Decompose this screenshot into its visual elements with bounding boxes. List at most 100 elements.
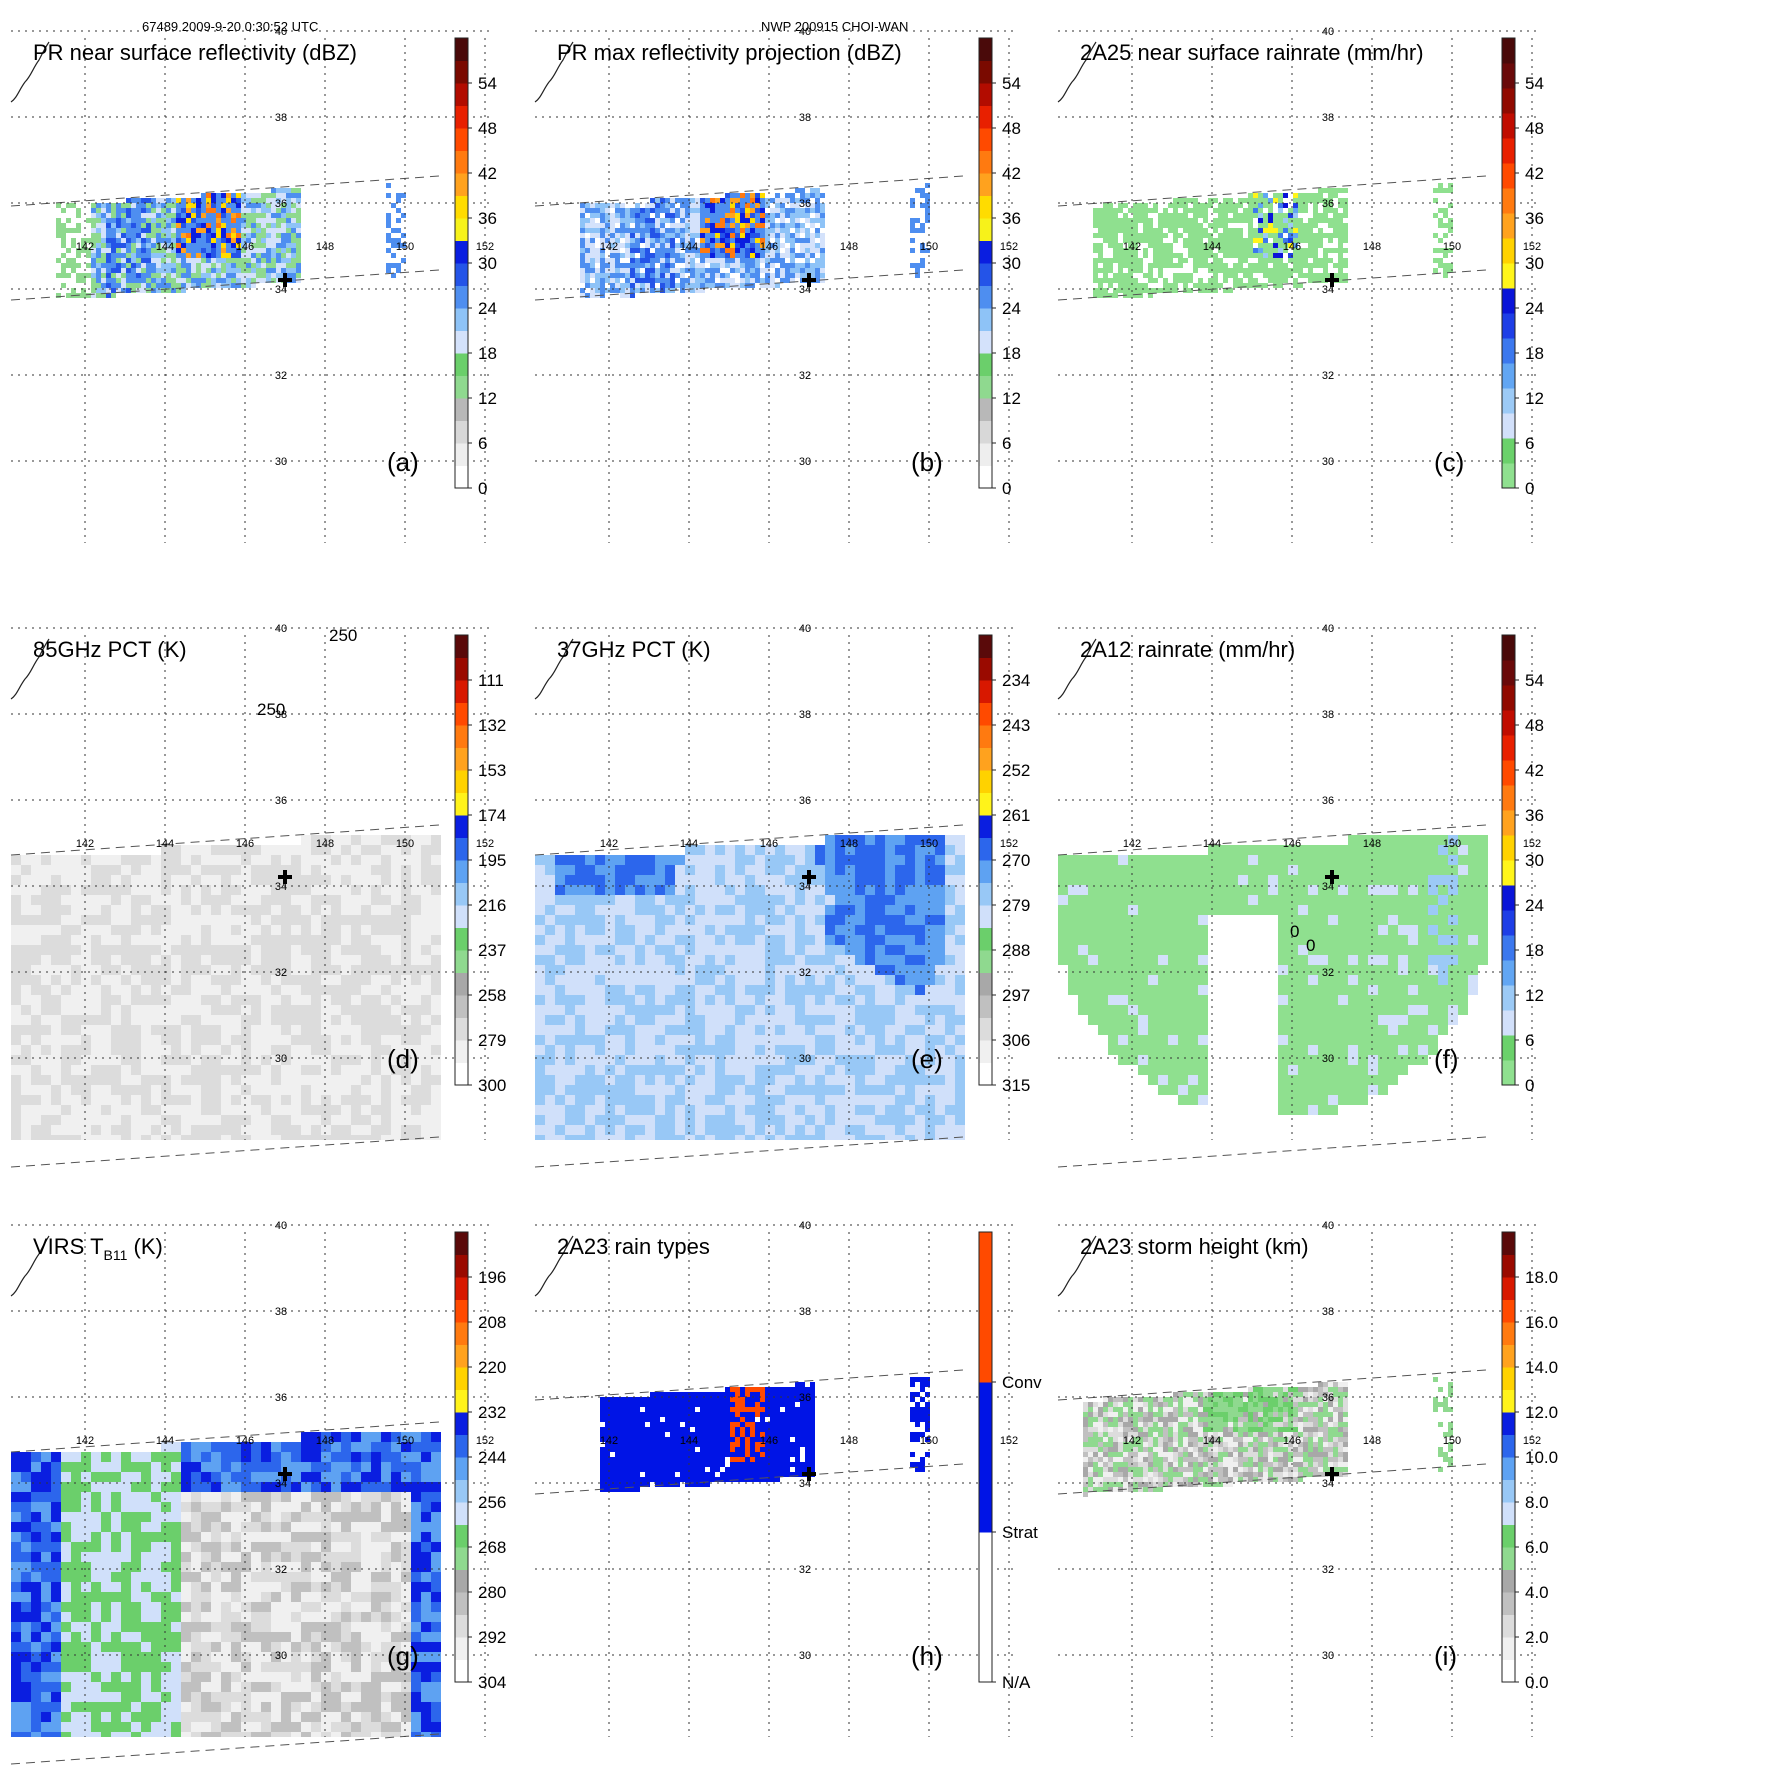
colorbar-swatch xyxy=(1502,1299,1515,1323)
colorbar-swatch xyxy=(1502,885,1515,911)
colorbar-swatch xyxy=(455,927,468,951)
colorbar-swatch xyxy=(455,1502,468,1525)
lat-tick-label: 38 xyxy=(1322,112,1334,124)
lon-tick-label: 144 xyxy=(156,838,174,850)
colorbar-swatch xyxy=(1502,935,1515,961)
colorbar-swatch xyxy=(979,882,992,906)
lon-tick-label: 150 xyxy=(1443,241,1461,253)
lon-tick-label: 146 xyxy=(236,838,254,850)
panel-f-colorbar: 0 6 12 18 24 30 36 42 48 54 xyxy=(1501,634,1544,1095)
colorbar-swatch xyxy=(455,105,468,129)
lon-tick-label: 152 xyxy=(1000,241,1018,253)
lon-tick-label: 152 xyxy=(1523,1435,1541,1447)
colorbar-swatch xyxy=(455,1322,468,1345)
colorbar-tick-label: 24 xyxy=(1525,299,1544,318)
colorbar-tick-label: 54 xyxy=(1525,74,1544,93)
colorbar-swatch xyxy=(455,815,468,838)
colorbar-swatch xyxy=(1502,1412,1515,1435)
colorbar-swatch xyxy=(1502,1502,1515,1525)
colorbar-swatch xyxy=(455,60,468,84)
colorbar-tick-label: 261 xyxy=(1002,806,1030,825)
colorbar-swatch xyxy=(979,1062,992,1086)
colorbar-swatch xyxy=(455,972,468,996)
lat-tick-label: 40 xyxy=(275,1220,287,1232)
lat-tick-label: 32 xyxy=(275,370,287,382)
panel-i-letter: (i) xyxy=(1434,1641,1457,1671)
colorbar-swatch xyxy=(979,330,992,354)
storm-center-marker xyxy=(1325,870,1339,884)
lat-tick-label: 38 xyxy=(799,112,811,124)
lat-tick-label: 30 xyxy=(275,456,287,468)
colorbar-tick-label: 252 xyxy=(1002,761,1030,780)
colorbar-tick-label: 54 xyxy=(1525,671,1544,690)
colorbar-swatch xyxy=(1502,1637,1515,1660)
lat-tick-label: 40 xyxy=(1322,1220,1334,1232)
colorbar-swatch xyxy=(455,770,468,793)
colorbar-tick-label: 42 xyxy=(1525,164,1544,183)
colorbar-swatch xyxy=(1502,188,1515,214)
lat-tick-label: 40 xyxy=(1322,623,1334,635)
colorbar-swatch xyxy=(455,1232,468,1255)
contour-label: 0 xyxy=(1290,922,1299,941)
panel-i-colorbar: 0.0 2.0 4.0 6.0 8.0 10.0 12.0 14.0 16.0 18.0 xyxy=(1501,1231,1558,1692)
colorbar-swatch xyxy=(1502,1254,1515,1278)
colorbar-swatch xyxy=(1502,635,1515,661)
lat-tick-label: 40 xyxy=(1322,26,1334,38)
colorbar-swatch xyxy=(1502,1479,1515,1503)
colorbar-tick-label: 18 xyxy=(1525,344,1544,363)
panel-d-colorbar: 300 279 258 237 216 195 174 153 132 111 xyxy=(454,634,506,1095)
colorbar-swatch xyxy=(455,128,468,151)
colorbar-swatch xyxy=(1502,1232,1515,1255)
lat-tick-label: 38 xyxy=(799,1306,811,1318)
colorbar-swatch xyxy=(1502,710,1515,736)
colorbar-swatch xyxy=(979,195,992,219)
colorbar-swatch xyxy=(455,950,468,973)
lon-tick-label: 148 xyxy=(1363,838,1381,850)
lat-tick-label: 30 xyxy=(1322,1650,1334,1662)
colorbar-swatch xyxy=(979,657,992,681)
colorbar-tick-label: 0 xyxy=(1002,479,1011,498)
lon-tick-label: 148 xyxy=(840,241,858,253)
colorbar-swatch xyxy=(455,1637,468,1660)
colorbar-swatch xyxy=(1502,835,1515,861)
lon-tick-label: 146 xyxy=(760,1435,778,1447)
contour-label: 250 xyxy=(329,626,357,645)
colorbar-swatch xyxy=(455,635,468,658)
colorbar-swatch xyxy=(1502,288,1515,314)
lon-tick-label: 146 xyxy=(760,838,778,850)
lon-tick-label: 152 xyxy=(1000,838,1018,850)
colorbar-tick-label: 220 xyxy=(478,1358,506,1377)
colorbar-swatch xyxy=(1502,313,1515,339)
colorbar-tick-label: 30 xyxy=(1525,851,1544,870)
colorbar-swatch xyxy=(455,465,468,489)
colorbar-swatch xyxy=(1502,1614,1515,1638)
storm-center-marker xyxy=(278,1467,292,1481)
lat-tick-label: 30 xyxy=(799,1053,811,1065)
lat-tick-label: 38 xyxy=(275,112,287,124)
panel-g-colorbar: 304 292 280 268 256 244 232 220 208 196 xyxy=(454,1231,506,1692)
lon-tick-label: 144 xyxy=(1203,241,1221,253)
storm-center-marker xyxy=(1325,273,1339,287)
colorbar-swatch xyxy=(1502,363,1515,389)
colorbar-swatch xyxy=(455,1592,468,1615)
panel-c-title: 2A25 near surface rainrate (mm/hr) xyxy=(1080,40,1424,65)
colorbar-swatch xyxy=(979,150,992,174)
colorbar-swatch xyxy=(455,1547,468,1570)
lon-tick-label: 152 xyxy=(476,241,494,253)
lon-tick-label: 144 xyxy=(156,241,174,253)
colorbar-tick-label: 270 xyxy=(1002,851,1030,870)
lon-tick-label: 142 xyxy=(76,1435,94,1447)
panel-h-field xyxy=(600,1377,930,1492)
lon-tick-label: 142 xyxy=(76,241,94,253)
lon-tick-label: 150 xyxy=(1443,838,1461,850)
lon-tick-label: 150 xyxy=(396,241,414,253)
colorbar-swatch xyxy=(455,860,468,883)
lon-tick-label: 150 xyxy=(920,1435,938,1447)
panel-g-coastline xyxy=(10,1235,50,1297)
colorbar-swatch xyxy=(979,443,992,466)
colorbar-tick-label: 237 xyxy=(478,941,506,960)
